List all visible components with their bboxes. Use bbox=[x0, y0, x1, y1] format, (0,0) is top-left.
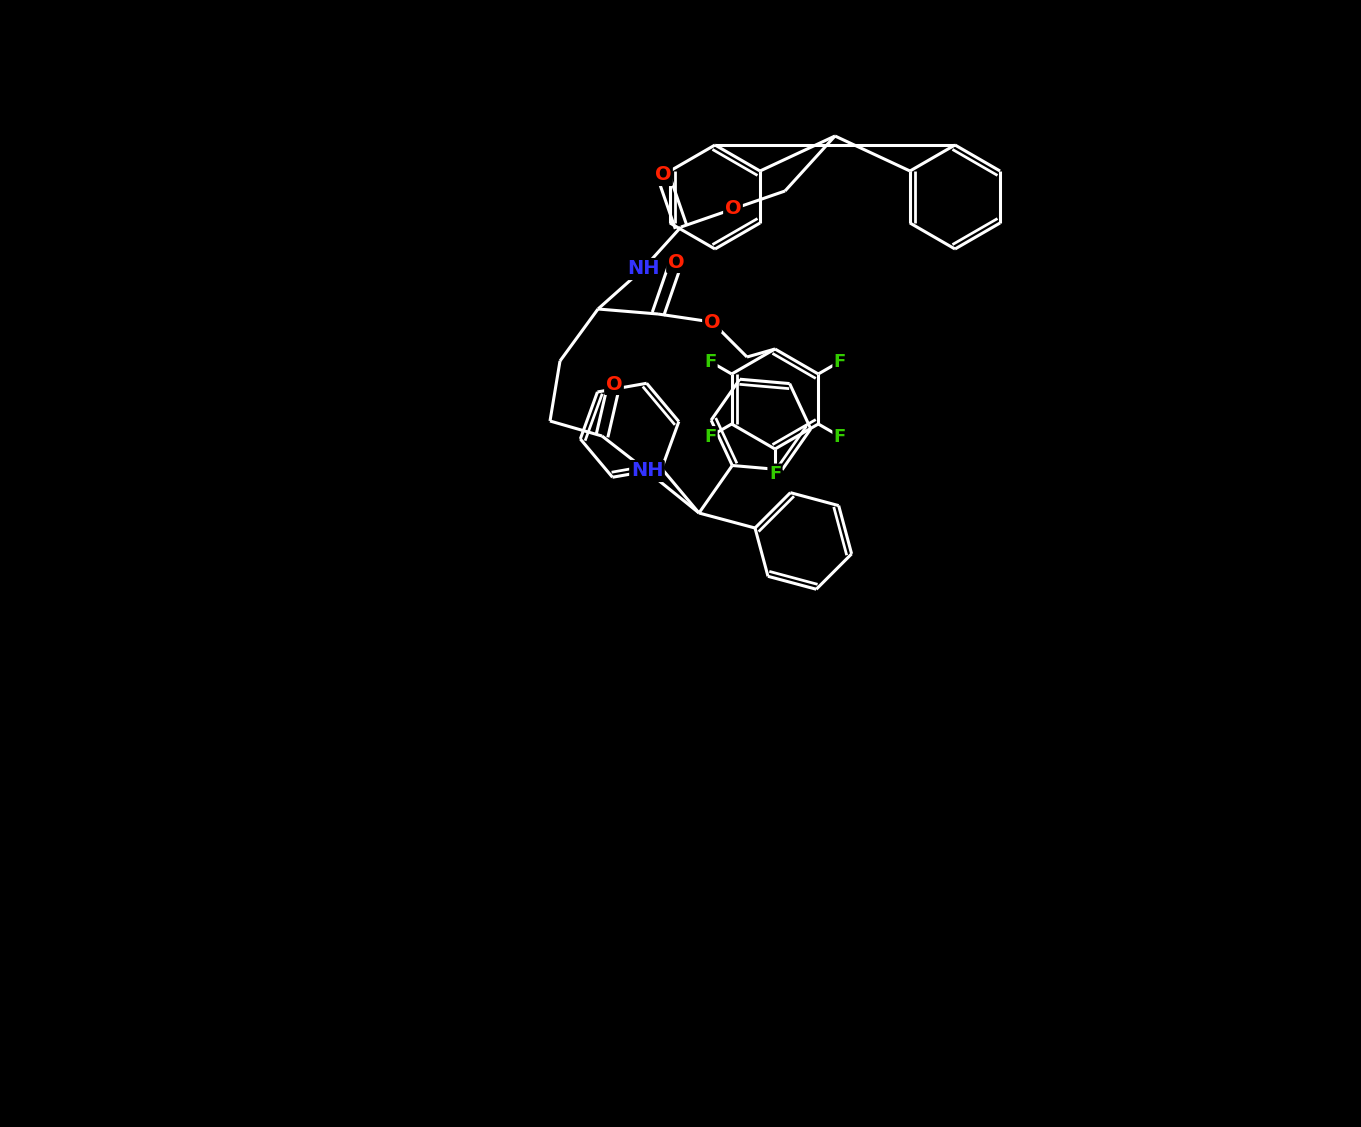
Text: NH: NH bbox=[630, 461, 663, 480]
Text: O: O bbox=[606, 374, 622, 393]
Text: F: F bbox=[834, 353, 847, 371]
Text: F: F bbox=[704, 427, 716, 445]
Text: F: F bbox=[834, 427, 847, 445]
Text: O: O bbox=[668, 252, 685, 272]
Text: O: O bbox=[724, 199, 742, 219]
Text: NH: NH bbox=[627, 259, 659, 278]
Text: F: F bbox=[769, 465, 781, 483]
Text: F: F bbox=[704, 353, 716, 371]
Text: O: O bbox=[704, 312, 720, 331]
Text: O: O bbox=[655, 166, 671, 185]
